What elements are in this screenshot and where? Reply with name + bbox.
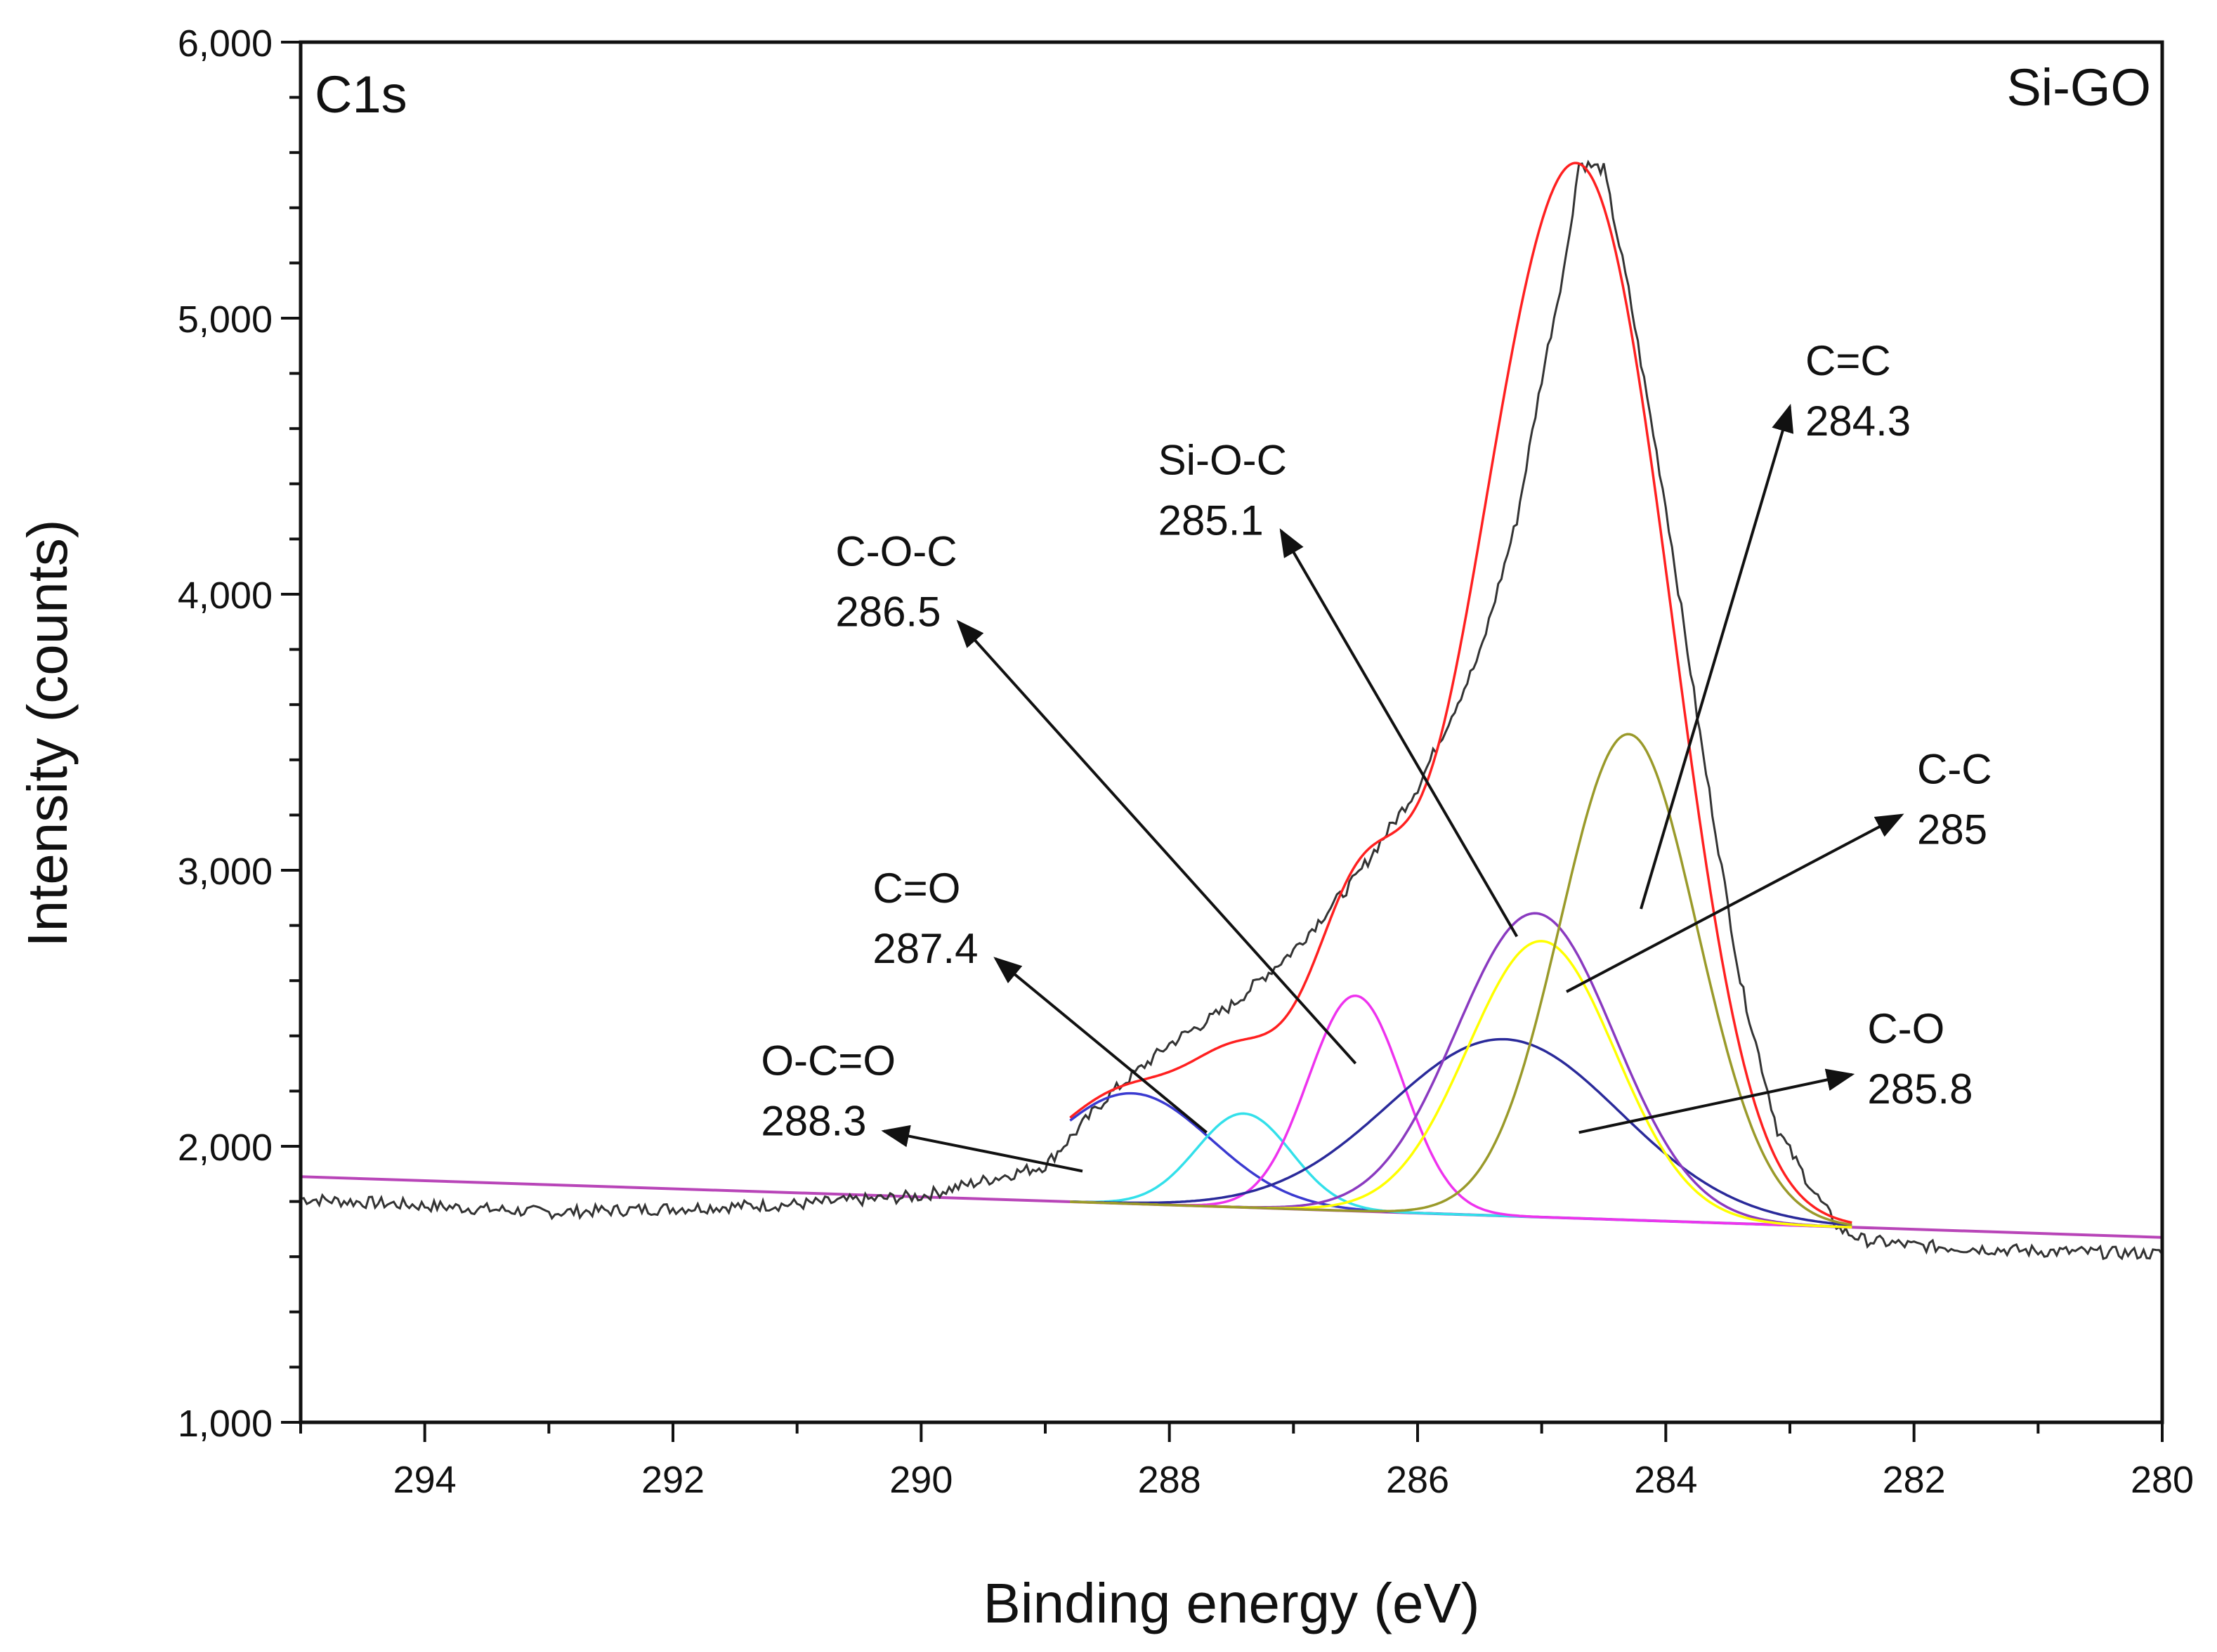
fit-envelope-line	[1069, 162, 1852, 1224]
peak-value-c-o-c: 286.5	[835, 588, 941, 635]
x-tick-label: 280	[2131, 1459, 2194, 1501]
plot-frame	[299, 40, 2164, 1424]
annotation-arrow-c-o-c	[956, 620, 1357, 1065]
component-peak-c-o-c	[1070, 994, 1852, 1229]
x-axis-title: Binding energy (eV)	[983, 1572, 1479, 1634]
peak-value-o-c-o: 288.3	[761, 1097, 866, 1144]
x-tick-label: 290	[889, 1459, 953, 1501]
axes-layer: 294 292 290 288 286 284 282 280 1,000 2,000 3,000 4…	[178, 22, 2194, 1501]
annotation-arrow-o-c-o	[881, 1125, 1083, 1173]
raw-spectrum-line	[300, 159, 2164, 1261]
annotation-arrow-c-o	[993, 957, 1208, 1134]
x-tick-label: 294	[393, 1459, 457, 1501]
annotations-layer: O-C=O 288.3 C=O 287.4 C-O-C 286.5 Si-O-C 285.1 C…	[761, 337, 1992, 1173]
y-axis-title: Intensity (counts)	[16, 519, 79, 947]
component-peak-c-c	[1070, 940, 1852, 1228]
peak-label-c-c: C=C	[1805, 337, 1891, 384]
curves-layer	[300, 159, 2164, 1261]
y-tick-label: 6,000	[178, 22, 273, 65]
peak-value-c-c: 285	[1917, 806, 1987, 853]
peak-value-c-c: 284.3	[1805, 398, 1911, 445]
peak-label-o-c-o: O-C=O	[761, 1037, 896, 1084]
y-tick-label: 3,000	[178, 851, 273, 893]
x-tick-label: 288	[1138, 1459, 1201, 1501]
x-tick-label: 282	[1883, 1459, 1946, 1501]
peak-label-si-o-c: Si-O-C	[1158, 437, 1287, 484]
x-tick-label: 286	[1386, 1459, 1449, 1501]
x-tick-label: 284	[1634, 1459, 1697, 1501]
y-tick-label: 4,000	[178, 575, 273, 617]
corner-label-right: Si-GO	[2006, 58, 2151, 117]
peak-label-c-c: C-C	[1917, 745, 1992, 792]
component-peak-si-o-c	[1070, 912, 1852, 1228]
peak-label-c-o-c: C-O-C	[835, 527, 957, 575]
peak-label-c-o: C=O	[872, 865, 960, 912]
annotation-arrow-c-c	[1640, 403, 1794, 910]
component-peak-c-c	[1070, 733, 1852, 1226]
y-tick-label: 1,000	[178, 1403, 273, 1445]
y-tick-label: 5,000	[178, 299, 273, 341]
peak-value-c-o: 287.4	[872, 925, 978, 972]
y-tick-label: 2,000	[178, 1127, 273, 1169]
annotation-arrow-c-o	[1578, 1068, 1855, 1134]
corner-label-left: C1s	[315, 65, 407, 124]
peak-value-c-o: 285.8	[1867, 1066, 1973, 1113]
peak-value-si-o-c: 285.1	[1158, 497, 1264, 544]
peak-label-c-o: C-O	[1867, 1005, 1944, 1052]
component-peak-c-o	[1070, 1037, 1852, 1227]
x-tick-label: 292	[641, 1459, 705, 1501]
annotation-arrow-si-o-c	[1279, 528, 1519, 938]
annotation-arrow-c-c	[1566, 813, 1904, 993]
